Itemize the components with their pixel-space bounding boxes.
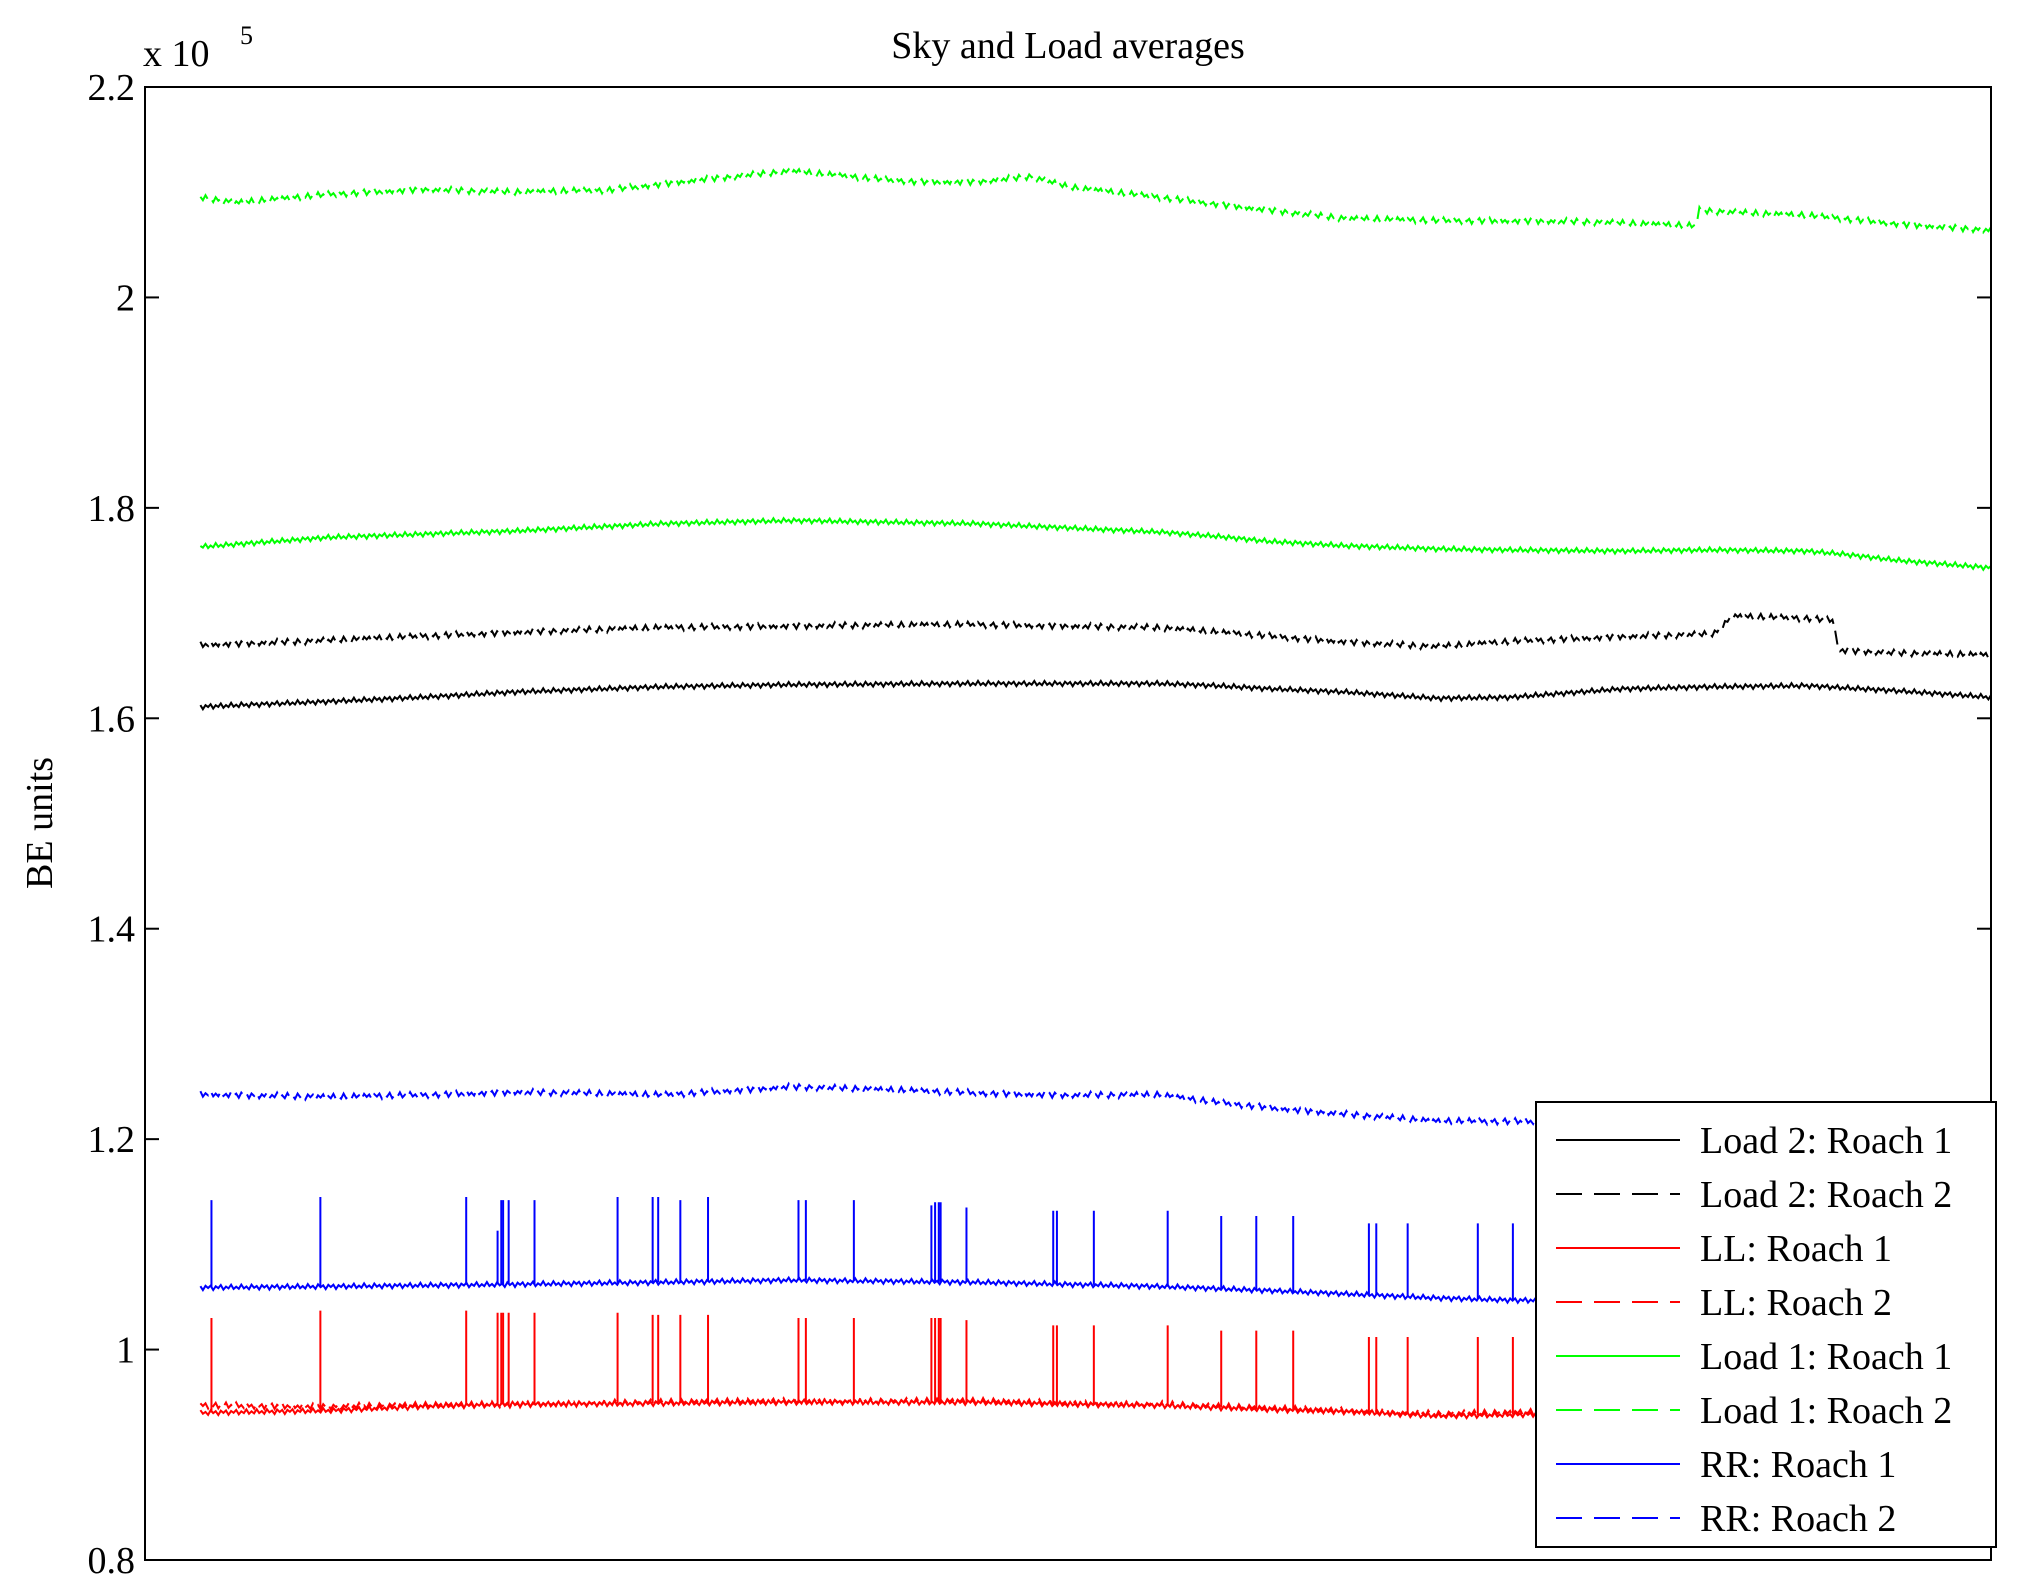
legend-label: RR: Roach 1 bbox=[1700, 1444, 1896, 1486]
legend-label: Load 2: Roach 2 bbox=[1700, 1174, 1952, 1216]
y-tick-label: 1.4 bbox=[88, 909, 136, 951]
legend-label: Load 1: Roach 2 bbox=[1700, 1390, 1952, 1432]
series-line bbox=[199, 516, 1992, 572]
y-tick-label: 2.2 bbox=[88, 67, 136, 109]
y-tick-label: 1.8 bbox=[88, 488, 136, 530]
plot-frame bbox=[144, 86, 1992, 1561]
legend-label: Load 2: Roach 1 bbox=[1700, 1120, 1952, 1162]
y-tick-label: 1 bbox=[116, 1330, 135, 1372]
y-tick-label: 2 bbox=[116, 277, 135, 319]
y-multiplier: x 10 5 bbox=[143, 21, 253, 75]
series-line bbox=[199, 679, 1992, 712]
y-tick-label: 1.6 bbox=[88, 698, 136, 740]
legend-label: RR: Roach 2 bbox=[1700, 1498, 1896, 1540]
y-tick-label: 0.8 bbox=[88, 1540, 136, 1582]
y-axis-label: BE units bbox=[19, 757, 61, 889]
legend-label: Load 1: Roach 1 bbox=[1700, 1336, 1952, 1378]
y-ticks: 0.8 1 1.2 1.4 1.6 1.8 2 2.2 bbox=[88, 67, 1991, 1582]
legend: Load 2: Roach 1 Load 2: Roach 2 LL: Roach … bbox=[1535, 1101, 1997, 1548]
y-tick-label: 1.2 bbox=[88, 1119, 136, 1161]
series-line bbox=[199, 167, 1992, 235]
series-line bbox=[199, 611, 1992, 661]
y-multiplier-base: x 10 bbox=[143, 33, 210, 75]
legend-box bbox=[1535, 1101, 1997, 1548]
legend-label: LL: Roach 2 bbox=[1700, 1282, 1892, 1324]
y-multiplier-exponent: 5 bbox=[240, 21, 253, 50]
chart-title: Sky and Load averages bbox=[891, 25, 1245, 67]
legend-label: LL: Roach 1 bbox=[1700, 1228, 1892, 1270]
